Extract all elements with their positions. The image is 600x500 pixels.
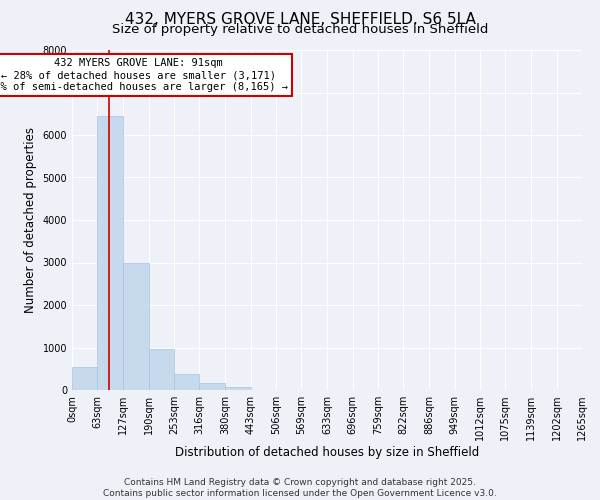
Text: Size of property relative to detached houses in Sheffield: Size of property relative to detached ho…	[112, 22, 488, 36]
Bar	[72, 366, 97, 390]
Bar	[97, 116, 123, 390]
Text: Contains HM Land Registry data © Crown copyright and database right 2025.
Contai: Contains HM Land Registry data © Crown c…	[103, 478, 497, 498]
Bar	[174, 374, 199, 390]
X-axis label: Distribution of detached houses by size in Sheffield: Distribution of detached houses by size …	[175, 446, 479, 459]
Bar	[149, 349, 174, 390]
Bar	[123, 264, 149, 390]
Bar	[225, 387, 251, 390]
Y-axis label: Number of detached properties: Number of detached properties	[24, 127, 37, 313]
Text: 432 MYERS GROVE LANE: 91sqm
← 28% of detached houses are smaller (3,171)
71% of : 432 MYERS GROVE LANE: 91sqm ← 28% of det…	[0, 58, 289, 92]
Text: 432, MYERS GROVE LANE, SHEFFIELD, S6 5LA: 432, MYERS GROVE LANE, SHEFFIELD, S6 5LA	[125, 12, 475, 28]
Bar	[199, 384, 225, 390]
